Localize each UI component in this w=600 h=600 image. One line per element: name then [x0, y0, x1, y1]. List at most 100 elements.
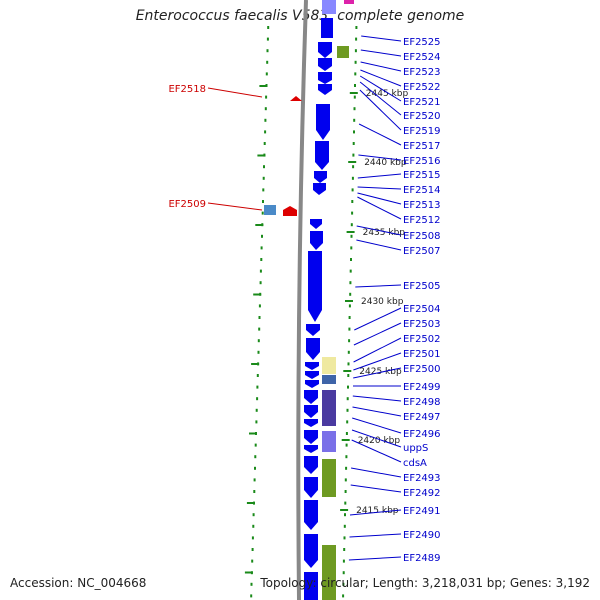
- gene-connector: [361, 35, 402, 42]
- gene-arrow: [313, 183, 326, 195]
- ruler-dot: [257, 350, 260, 354]
- ruler-dot: [253, 478, 256, 482]
- ruler-dot: [344, 513, 346, 517]
- gene-connector: [359, 89, 402, 131]
- gene-arrow: [304, 500, 318, 530]
- ruler-dot: [250, 582, 253, 586]
- ruler-dot: [262, 188, 265, 192]
- ruler-dot: [260, 246, 263, 250]
- ruler-dot: [251, 536, 254, 540]
- gene-connector: [358, 123, 402, 146]
- gene-connector: [348, 556, 402, 561]
- gene-arrow: [304, 445, 318, 453]
- gene-arrow: [318, 84, 332, 95]
- ruler-dot: [348, 339, 351, 343]
- gene-label: EF2490: [403, 530, 441, 541]
- gene-label: EF2520: [403, 111, 441, 122]
- gene-label: EF2515: [403, 170, 441, 181]
- ruler-dot: [266, 37, 269, 41]
- ruler-dot: [347, 362, 350, 366]
- left-tick-ruler: [244, 26, 270, 598]
- gene-connector: [359, 81, 402, 116]
- gene-label: EF2493: [403, 473, 441, 484]
- gene-connector: [351, 439, 402, 463]
- ruler-dot: [355, 26, 358, 29]
- ruler-dot: [355, 37, 358, 41]
- ruler-dot: [354, 49, 357, 53]
- gene-arrow: [304, 405, 318, 418]
- gene-connector: [353, 337, 402, 363]
- ruler-dot: [251, 559, 254, 563]
- ruler-dot: [351, 176, 354, 180]
- right-tick-ruler: [342, 26, 358, 598]
- gene-feature: [337, 46, 349, 58]
- ruler-dot: [352, 165, 355, 169]
- ruler-major-tick: [255, 224, 264, 226]
- gene-arrow-reverse: [290, 96, 302, 101]
- ruler-dot: [354, 60, 357, 64]
- ruler-dot: [266, 60, 269, 64]
- ruler-dot: [349, 292, 352, 296]
- ruler-dot: [259, 269, 262, 273]
- gene-label: EF2516: [403, 156, 441, 167]
- ruler-dot: [345, 455, 348, 459]
- ruler-dot: [263, 142, 266, 145]
- ruler-major-tick: [249, 432, 257, 435]
- ruler-major-tick: [257, 154, 266, 157]
- gene-connector: [357, 196, 402, 220]
- gene-label: EF2504: [403, 304, 441, 315]
- ruler-major-tick: [246, 502, 255, 504]
- ruler-dot: [261, 234, 263, 238]
- gene-label: EF2523: [403, 67, 441, 78]
- ruler-dot: [354, 72, 357, 76]
- gene-label: EF2503: [403, 319, 441, 330]
- kbp-label: 2435 kbp: [363, 228, 406, 238]
- topology-text: Topology: circular; Length: 3,218,031 bp…: [260, 576, 590, 590]
- ruler-dot: [260, 258, 263, 261]
- ruler-dot: [254, 455, 257, 459]
- gene-track: [264, 0, 354, 600]
- ruler-dot: [258, 304, 261, 308]
- ruler-dot: [254, 466, 256, 470]
- ruler-major-tick: [251, 363, 260, 365]
- ruler-dot: [342, 571, 345, 575]
- ruler-dot: [262, 200, 264, 203]
- ruler-dot: [261, 211, 264, 215]
- ruler-dot: [352, 153, 355, 157]
- ruler-dot: [258, 316, 261, 319]
- gene-label: EF2500: [403, 364, 441, 375]
- kbp-tick: [349, 92, 358, 94]
- gene-arrow: [306, 324, 320, 336]
- gene-arrow: [318, 58, 332, 71]
- ruler-dot: [348, 316, 351, 319]
- gene-connector: [360, 69, 402, 87]
- ruler-dot: [265, 95, 268, 99]
- gene-connector: [353, 322, 402, 346]
- gene-connector: [350, 484, 402, 493]
- ruler-dot: [344, 478, 347, 482]
- gene-feature: [304, 572, 318, 600]
- ruler-dot: [353, 107, 356, 111]
- ruler-dot: [251, 548, 254, 551]
- ruler-dot: [262, 176, 265, 180]
- ruler-dot: [342, 559, 345, 563]
- ruler-dot: [352, 142, 355, 145]
- gene-label: EF2498: [403, 397, 441, 408]
- ruler-dot: [264, 130, 267, 134]
- gene-feature: [322, 375, 336, 384]
- gene-connector: [357, 192, 402, 205]
- gene-label: EF2505: [403, 281, 441, 292]
- gene-label: EF2521: [403, 97, 441, 108]
- gene-label: EF2499: [403, 382, 441, 393]
- gene-arrow: [305, 371, 319, 379]
- gene-feature: [322, 357, 336, 374]
- gene-arrow: [306, 338, 320, 360]
- ruler-dot: [345, 432, 348, 435]
- ruler-dot: [343, 548, 346, 551]
- gene-connector: [351, 467, 402, 478]
- gene-connector: [353, 352, 402, 371]
- ruler-dot: [350, 258, 352, 261]
- gene-label: EF2501: [403, 349, 441, 360]
